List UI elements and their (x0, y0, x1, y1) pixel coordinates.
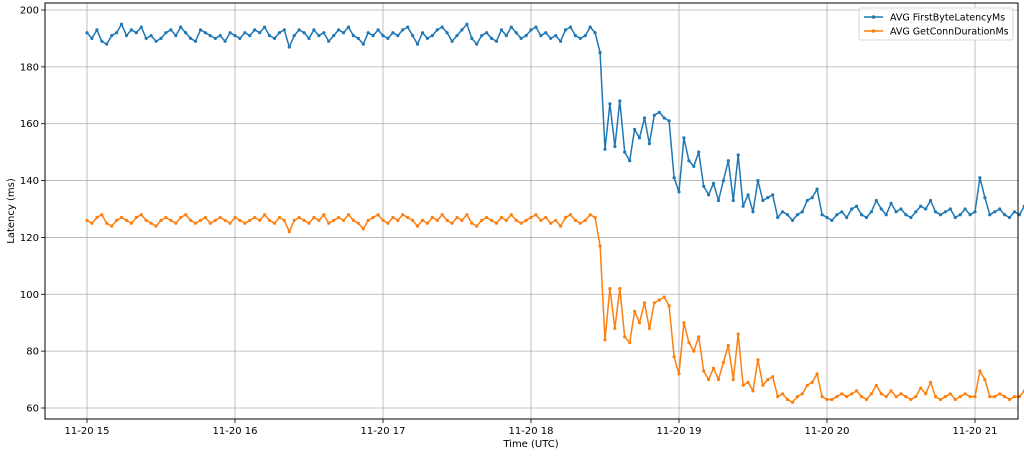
y-tick-label: 120 (20, 233, 39, 244)
legend-marker-icon (871, 29, 876, 33)
x-tick-label: 11-20 16 (213, 426, 258, 437)
y-tick-label: 200 (20, 6, 39, 17)
x-axis-ticks: 11-20 15 11-20 16 11-20 17 11-20 18 11-20 19… (65, 419, 998, 437)
legend-box (858, 7, 1014, 41)
x-tick-label: 11-20 21 (953, 426, 998, 437)
y-tick-label: 160 (20, 119, 39, 130)
legend-item: AVG FirstByteLatencyMs (864, 13, 1005, 24)
legend-item: AVG GetConnDurationMs (864, 27, 1009, 38)
x-tick-label: 11-20 18 (509, 426, 554, 437)
x-tick-label: 11-20 19 (657, 426, 702, 437)
legend-label: AVG FirstByteLatencyMs (890, 13, 1005, 24)
y-tick-label: 180 (20, 62, 39, 73)
series-first-byte-latency (85, 22, 1024, 222)
legend-marker-icon (871, 15, 876, 19)
x-tick-label: 11-20 17 (361, 426, 406, 437)
y-axis-label: Latency (ms) (6, 178, 17, 244)
y-tick-label: 100 (20, 290, 39, 301)
x-axis-label: Time (UTC) (502, 439, 558, 450)
plot-frame (44, 2, 1019, 420)
series-get-conn-duration (85, 213, 1024, 404)
y-axis-ticks: 60 80 100 120 140 160 180 200 (20, 6, 45, 415)
grid-lines (45, 3, 1018, 419)
y-tick-label: 80 (26, 347, 39, 358)
x-tick-label: 11-20 15 (65, 426, 110, 437)
x-tick-label: 11-20 20 (805, 426, 850, 437)
legend-label: AVG GetConnDurationMs (890, 27, 1009, 38)
y-tick-label: 140 (20, 176, 39, 187)
y-tick-label: 60 (26, 404, 39, 415)
data-series (85, 22, 1024, 404)
legend: AVG FirstByteLatencyMs AVG GetConnDuratio… (858, 7, 1014, 41)
